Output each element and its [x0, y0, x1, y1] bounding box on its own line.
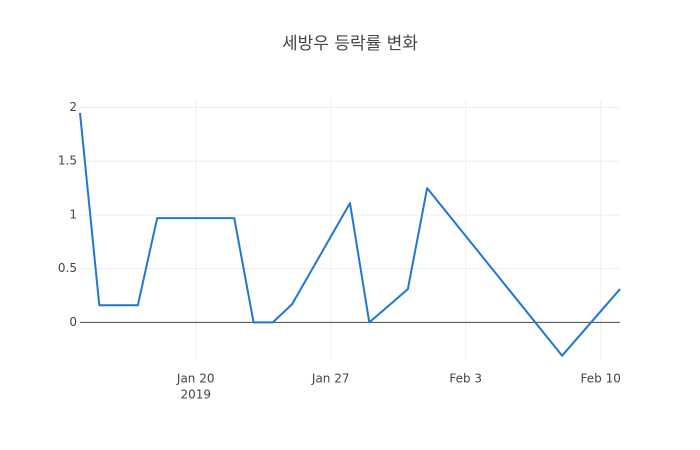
y-tick-label: 0.5: [58, 261, 77, 275]
chart-title: 세방우 등락률 변화: [282, 34, 418, 54]
line: [79, 112, 621, 357]
x-tick-sublabel: 2019: [180, 388, 211, 402]
x-tick-label: Jan 27: [311, 372, 350, 386]
y-tick-label: 0: [69, 315, 77, 329]
x-tick-label: Feb 10: [581, 372, 621, 386]
y-tick-label: 2: [69, 100, 77, 114]
x-tick-label: Feb 3: [449, 372, 482, 386]
y-tick-label: 1.5: [58, 154, 77, 168]
y-tick-label: 1: [69, 207, 77, 221]
x-tick-label: Jan 20: [176, 372, 215, 386]
